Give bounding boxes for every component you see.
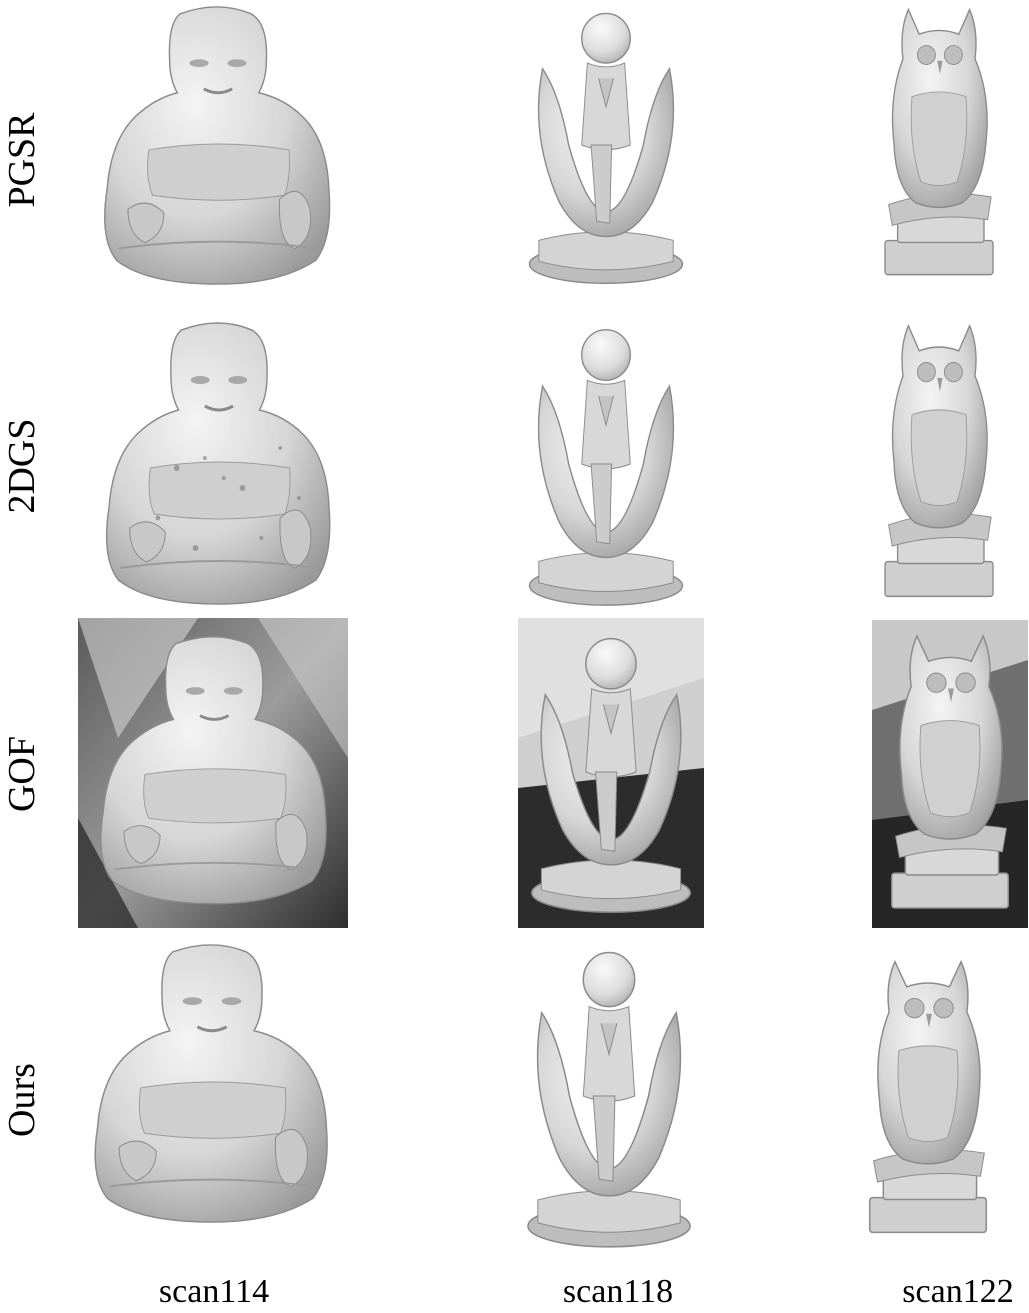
gof-scan118-render <box>518 618 704 928</box>
gof-scan114-render <box>78 618 348 928</box>
row-label-2dgs: 2DGS <box>1 418 43 514</box>
ours-scan118-render <box>520 940 698 1252</box>
row-label-gof: GOF <box>1 735 43 813</box>
col-label-scan114: scan114 <box>158 1273 270 1310</box>
col-label-scan122: scan122 <box>902 1273 1014 1310</box>
pgsr-scan122-render <box>876 2 1002 286</box>
pgsr-scan118-render <box>522 2 690 288</box>
ours-scan114-render <box>80 940 344 1226</box>
gof-scan122-render <box>872 620 1028 928</box>
ours-scan122-render <box>860 954 996 1244</box>
2dgs-scan118-render <box>522 318 690 610</box>
row-label-pgsr: PGSR <box>1 112 43 208</box>
col-label-scan118: scan118 <box>562 1273 674 1310</box>
2dgs-scan114-render <box>92 318 346 608</box>
row-label-ours: Ours <box>1 1063 43 1137</box>
pgsr-scan114-render <box>90 2 346 288</box>
2dgs-scan122-render <box>876 318 1002 608</box>
